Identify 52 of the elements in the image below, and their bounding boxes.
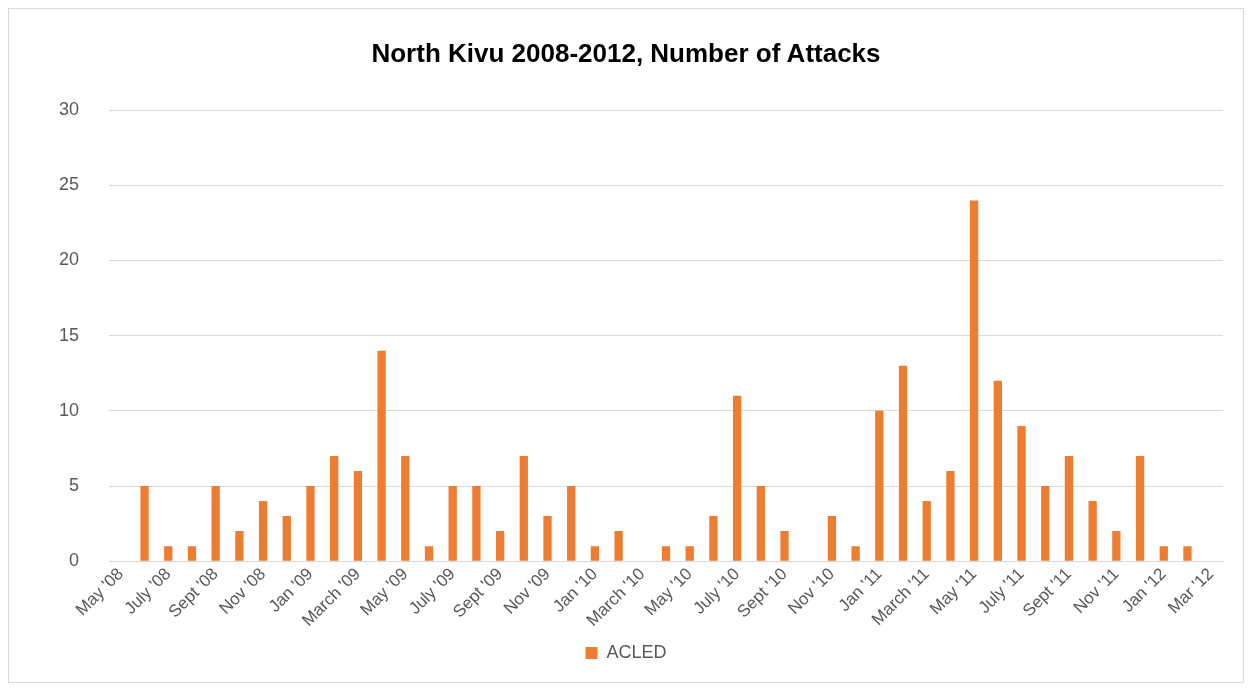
bar (235, 531, 244, 561)
bar (164, 546, 173, 561)
bar (614, 531, 623, 561)
y-tick-label: 10 (58, 399, 80, 420)
bar (448, 486, 457, 561)
y-tick-label: 0 (69, 550, 80, 571)
bar (353, 470, 363, 561)
bar (472, 486, 481, 561)
bar (187, 546, 197, 561)
bar (211, 486, 220, 561)
bar (1041, 486, 1050, 561)
bar (993, 380, 1002, 561)
legend-label: ACLED (606, 641, 667, 662)
bar (543, 516, 552, 561)
bar (258, 501, 268, 561)
y-tick-label: 5 (69, 474, 80, 495)
y-tick-label: 30 (58, 99, 80, 120)
bar (424, 546, 434, 561)
bar (709, 516, 718, 561)
y-tick-label: 25 (58, 174, 80, 195)
bar (732, 395, 742, 561)
bar (495, 531, 505, 561)
bar (1183, 546, 1192, 561)
bar (969, 200, 979, 561)
bar (401, 455, 410, 561)
bar (1088, 501, 1097, 561)
bar (922, 501, 931, 561)
bar (898, 365, 908, 561)
bar (1017, 425, 1026, 561)
bar (377, 350, 386, 561)
y-tick-label: 20 (58, 249, 80, 270)
bar (661, 546, 671, 561)
bar (756, 486, 765, 561)
y-tick-label: 15 (58, 324, 80, 345)
bar (330, 455, 339, 561)
bar (780, 531, 789, 561)
bar (685, 546, 694, 561)
bar (1064, 455, 1074, 561)
bar (282, 516, 291, 561)
bar (1135, 455, 1145, 561)
bar (590, 546, 600, 561)
bar (519, 455, 528, 561)
bar (827, 516, 837, 561)
bar (851, 546, 860, 561)
bar (946, 470, 955, 561)
bar (567, 486, 576, 561)
bar (140, 486, 149, 561)
bar (1112, 531, 1121, 561)
bar (875, 410, 884, 561)
chart-title: North Kivu 2008-2012, Number of Attacks (371, 37, 881, 68)
bar (306, 486, 315, 561)
bar (1159, 546, 1168, 561)
